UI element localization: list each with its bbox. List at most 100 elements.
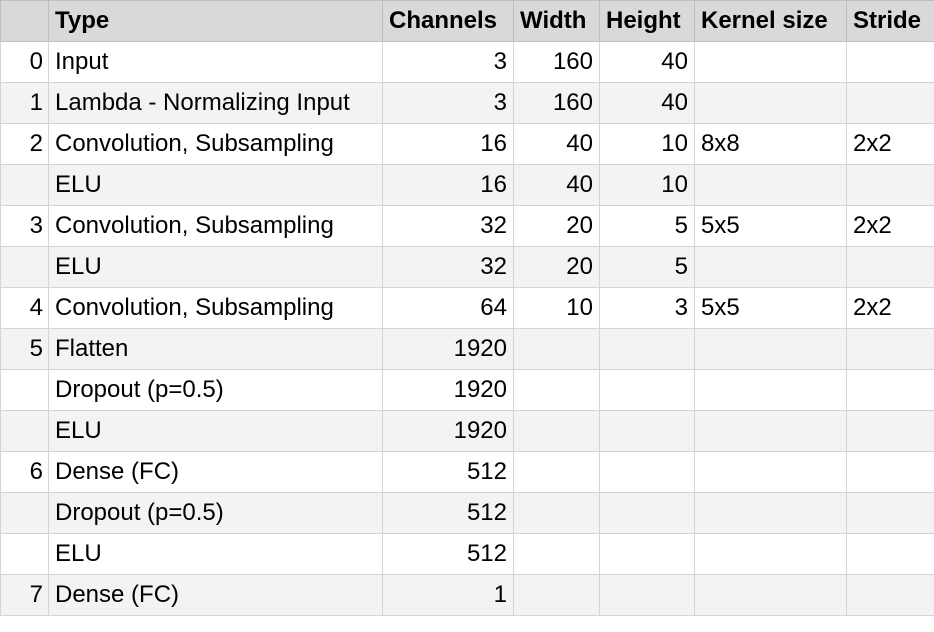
- cell-width: [513, 369, 600, 411]
- header-row: Type Channels Width Height Kernel size S…: [0, 0, 934, 42]
- cell-kernel-size: [694, 369, 847, 411]
- cell-stride: [846, 451, 934, 493]
- cell-kernel-size: [694, 451, 847, 493]
- cell-kernel-size: [694, 82, 847, 124]
- cell-type: Lambda - Normalizing Input: [48, 82, 383, 124]
- cell-height: 10: [599, 123, 695, 165]
- header-kernel-size: Kernel size: [694, 0, 847, 42]
- table-row: 1 Lambda - Normalizing Input 3 160 40: [0, 82, 934, 124]
- table-body: 0 Input 3 160 40 1 Lambda - Normalizing Input 3…: [0, 41, 934, 616]
- cell-index: [0, 246, 49, 288]
- cell-stride: [846, 82, 934, 124]
- cell-channels: 512: [382, 533, 514, 575]
- cell-height: [599, 574, 695, 616]
- cell-index: [0, 410, 49, 452]
- cell-stride: 2x2: [846, 123, 934, 165]
- cell-index: 3: [0, 205, 49, 247]
- cell-width: 20: [513, 205, 600, 247]
- cell-stride: [846, 246, 934, 288]
- cell-kernel-size: 5x5: [694, 205, 847, 247]
- cell-kernel-size: 5x5: [694, 287, 847, 329]
- cell-index: 0: [0, 41, 49, 83]
- table-row: ELU 512: [0, 533, 934, 575]
- cell-type: Dense (FC): [48, 574, 383, 616]
- cell-width: [513, 328, 600, 370]
- cell-stride: [846, 410, 934, 452]
- cell-height: [599, 492, 695, 534]
- cell-type: ELU: [48, 410, 383, 452]
- table-row: 5 Flatten 1920: [0, 328, 934, 370]
- cell-width: 160: [513, 41, 600, 83]
- cell-stride: [846, 328, 934, 370]
- cell-width: 40: [513, 164, 600, 206]
- cell-stride: [846, 533, 934, 575]
- cell-type: Dense (FC): [48, 451, 383, 493]
- cell-width: [513, 410, 600, 452]
- cell-stride: [846, 369, 934, 411]
- table-row: ELU 16 40 10: [0, 164, 934, 206]
- cell-width: [513, 492, 600, 534]
- cell-type: Convolution, Subsampling: [48, 205, 383, 247]
- cell-kernel-size: [694, 41, 847, 83]
- table-row: 2 Convolution, Subsampling 16 40 10 8x8 2x2: [0, 123, 934, 165]
- cell-index: 1: [0, 82, 49, 124]
- cell-index: 4: [0, 287, 49, 329]
- cell-channels: 1920: [382, 328, 514, 370]
- cell-width: [513, 533, 600, 575]
- cell-width: 160: [513, 82, 600, 124]
- cell-stride: 2x2: [846, 287, 934, 329]
- cell-height: [599, 451, 695, 493]
- cell-type: Convolution, Subsampling: [48, 287, 383, 329]
- cell-stride: [846, 164, 934, 206]
- cell-height: [599, 410, 695, 452]
- cell-type: Convolution, Subsampling: [48, 123, 383, 165]
- cell-index: 7: [0, 574, 49, 616]
- cell-kernel-size: 8x8: [694, 123, 847, 165]
- cell-height: 5: [599, 205, 695, 247]
- layer-table: Type Channels Width Height Kernel size S…: [0, 0, 934, 616]
- table-row: 7 Dense (FC) 1: [0, 574, 934, 616]
- table-row: 4 Convolution, Subsampling 64 10 3 5x5 2x2: [0, 287, 934, 329]
- cell-type: ELU: [48, 246, 383, 288]
- cell-index: 5: [0, 328, 49, 370]
- header-type: Type: [48, 0, 383, 42]
- cell-index: [0, 533, 49, 575]
- cell-height: [599, 328, 695, 370]
- cell-type: ELU: [48, 164, 383, 206]
- cell-kernel-size: [694, 492, 847, 534]
- cell-channels: 3: [382, 41, 514, 83]
- cell-height: [599, 369, 695, 411]
- cell-channels: 1: [382, 574, 514, 616]
- cell-channels: 16: [382, 123, 514, 165]
- header-index: [0, 0, 49, 42]
- cell-channels: 16: [382, 164, 514, 206]
- table-row: Dropout (p=0.5) 512: [0, 492, 934, 534]
- cell-width: 10: [513, 287, 600, 329]
- cell-height: 40: [599, 41, 695, 83]
- cell-channels: 1920: [382, 369, 514, 411]
- table-row: ELU 1920: [0, 410, 934, 452]
- cell-channels: 1920: [382, 410, 514, 452]
- table-row: 6 Dense (FC) 512: [0, 451, 934, 493]
- cell-channels: 32: [382, 205, 514, 247]
- header-height: Height: [599, 0, 695, 42]
- cell-height: 3: [599, 287, 695, 329]
- cell-width: 20: [513, 246, 600, 288]
- table-row: 3 Convolution, Subsampling 32 20 5 5x5 2x2: [0, 205, 934, 247]
- cell-kernel-size: [694, 533, 847, 575]
- header-width: Width: [513, 0, 600, 42]
- cell-channels: 512: [382, 492, 514, 534]
- cell-kernel-size: [694, 328, 847, 370]
- cell-channels: 512: [382, 451, 514, 493]
- header-stride: Stride: [846, 0, 934, 42]
- cell-channels: 32: [382, 246, 514, 288]
- cell-index: [0, 164, 49, 206]
- cell-type: Input: [48, 41, 383, 83]
- cell-height: [599, 533, 695, 575]
- header-channels: Channels: [382, 0, 514, 42]
- cell-index: [0, 369, 49, 411]
- cell-stride: 2x2: [846, 205, 934, 247]
- cell-stride: [846, 492, 934, 534]
- cell-stride: [846, 574, 934, 616]
- table-row: 0 Input 3 160 40: [0, 41, 934, 83]
